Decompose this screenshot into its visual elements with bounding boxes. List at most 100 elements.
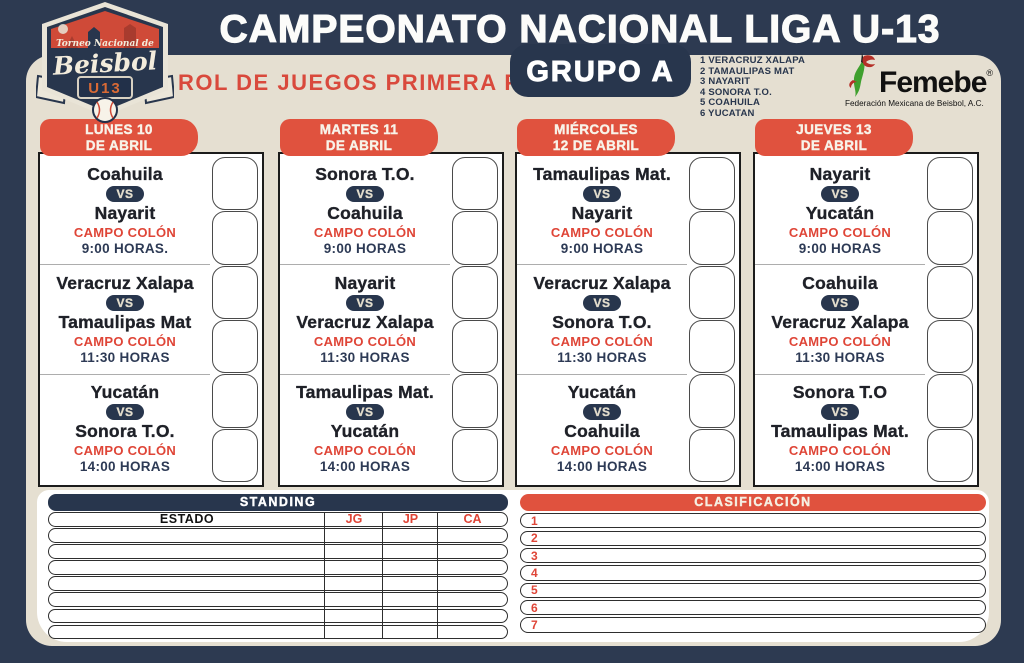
score-box-column xyxy=(450,154,502,485)
score-box xyxy=(212,319,258,374)
time-label: 9:00 HORAS xyxy=(798,240,882,256)
table-divider xyxy=(437,512,439,639)
score-box xyxy=(212,211,258,265)
team1-name: Sonora T.O. xyxy=(315,163,415,184)
femebe-figure-icon xyxy=(849,53,875,97)
team2-name: Sonora T.O. xyxy=(75,421,175,442)
logo-u13: U13 xyxy=(88,80,122,97)
clasificacion-row: 2 xyxy=(520,530,986,546)
position-number: 3 xyxy=(531,548,538,563)
team2-name: Veracruz Xalapa xyxy=(771,311,909,332)
standing-title: STANDING xyxy=(48,494,508,511)
team2-name: Sonora T.O. xyxy=(552,311,652,332)
day-date-line1: MARTES 11 xyxy=(319,122,399,137)
femebe-brand: Femebe xyxy=(879,66,987,99)
team1-name: Nayarit xyxy=(334,272,396,293)
venue-label: CAMPO COLÓN xyxy=(788,224,892,240)
score-box xyxy=(689,319,735,374)
vs-pill: VS xyxy=(583,404,621,421)
clasificacion-row: 7 xyxy=(520,617,986,633)
team1-name: Veracruz Xalapa xyxy=(56,272,194,293)
venue-label: CAMPO COLÓN xyxy=(313,443,417,459)
score-box xyxy=(689,428,735,482)
game-block: Yucatán VS Sonora T.O. CAMPO COLÓN 14:00… xyxy=(40,373,210,483)
score-box xyxy=(452,319,498,374)
clasificacion-row: 1 xyxy=(520,513,986,529)
game-block: Sonora T.O. VS Coahuila CAMPO COLÓN 9:00… xyxy=(280,156,450,264)
time-label: 11:30 HORAS xyxy=(80,349,170,365)
day-badge-lunes: LUNES 10 DE ABRIL xyxy=(40,119,198,156)
time-label: 9:00 HORAS. xyxy=(81,240,169,256)
column-header-ca: CA xyxy=(463,512,482,527)
teams-list-item: 6 YUCATAN xyxy=(700,107,755,119)
team1-name: Tamaulipas Mat. xyxy=(296,382,434,403)
table-divider xyxy=(382,512,384,639)
score-box xyxy=(927,374,973,428)
vs-pill: VS xyxy=(821,404,859,421)
logo-script: Beisbol xyxy=(51,46,158,80)
team2-name: Coahuila xyxy=(327,202,403,223)
team1-name: Veracruz Xalapa xyxy=(533,272,671,293)
score-box xyxy=(212,374,258,428)
venue-label: CAMPO COLÓN xyxy=(73,224,177,240)
time-label: 11:30 HORAS xyxy=(557,349,647,365)
table-divider xyxy=(324,512,326,639)
vs-pill: VS xyxy=(106,185,144,202)
score-box xyxy=(689,265,735,319)
group-badge: GRUPO A xyxy=(510,44,691,97)
position-number: 5 xyxy=(531,583,538,598)
time-label: 9:00 HORAS xyxy=(323,240,407,256)
teams-list-item: 2 TAMAULIPAS MAT xyxy=(700,65,795,77)
team2-name: Nayarit xyxy=(571,202,633,223)
column-header-jg: JG xyxy=(345,512,363,527)
game-block: Sonora T.O VS Tamaulipas Mat. CAMPO COLÓ… xyxy=(755,373,925,483)
game-block: Tamaulipas Mat. VS Nayarit CAMPO COLÓN 9… xyxy=(517,156,687,264)
standing-empty-row xyxy=(48,544,508,559)
venue-label: CAMPO COLÓN xyxy=(550,224,654,240)
team1-name: Tamaulipas Mat. xyxy=(533,163,671,184)
clasificacion-row: 6 xyxy=(520,600,986,616)
clasificacion-row: 5 xyxy=(520,582,986,598)
time-label: 11:30 HORAS xyxy=(795,349,885,365)
venue-label: CAMPO COLÓN xyxy=(550,443,654,459)
game-block: Coahuila VS Nayarit CAMPO COLÓN 9:00 HOR… xyxy=(40,156,210,264)
vs-pill: VS xyxy=(821,185,859,202)
day-date-line2: DE ABRIL xyxy=(325,138,393,153)
venue-label: CAMPO COLÓN xyxy=(788,333,892,349)
score-box xyxy=(927,211,973,265)
day-card-martes: Sonora T.O. VS Coahuila CAMPO COLÓN 9:00… xyxy=(278,152,504,487)
clasificacion-row: 4 xyxy=(520,565,986,581)
teams-list-item: 4 SONORA T.O. xyxy=(700,86,772,98)
team1-name: Yucatán xyxy=(90,382,160,403)
game-block: Nayarit VS Yucatán CAMPO COLÓN 9:00 HORA… xyxy=(755,156,925,264)
teams-list: 1 VERACRUZ XALAPA 2 TAMAULIPAS MAT 3 NAY… xyxy=(700,55,805,120)
team2-name: Yucatán xyxy=(330,421,400,442)
game-block: Coahuila VS Veracruz Xalapa CAMPO COLÓN … xyxy=(755,264,925,373)
teams-list-item: 3 NAYARIT xyxy=(700,76,751,88)
team1-name: Yucatán xyxy=(567,382,637,403)
position-number: 4 xyxy=(531,565,538,580)
team2-name: Coahuila xyxy=(564,421,640,442)
score-box xyxy=(452,211,498,265)
score-box-column xyxy=(210,154,262,485)
standing-empty-row xyxy=(48,608,508,624)
team1-name: Coahuila xyxy=(87,163,163,184)
vs-pill: VS xyxy=(821,294,859,311)
venue-label: CAMPO COLÓN xyxy=(313,333,417,349)
baseball-icon xyxy=(92,97,118,123)
standing-empty-row xyxy=(48,592,508,608)
day-date-line1: JUEVES 13 xyxy=(796,122,872,137)
team2-name: Tamaulipas Mat xyxy=(58,311,192,332)
vs-pill: VS xyxy=(106,404,144,421)
day-date-line2: DE ABRIL xyxy=(800,138,868,153)
vs-pill: VS xyxy=(346,294,384,311)
clasificacion-table: CLASIFICACIÓN 1 2 3 4 5 6 7 xyxy=(520,494,986,633)
teams-list-item: 5 COAHUILA xyxy=(700,97,761,109)
standing-empty-row xyxy=(48,560,508,575)
position-number: 6 xyxy=(531,600,538,615)
time-label: 14:00 HORAS xyxy=(319,459,411,475)
game-block: Nayarit VS Veracruz Xalapa CAMPO COLÓN 1… xyxy=(280,264,450,373)
team2-name: Tamaulipas Mat. xyxy=(771,421,909,442)
vs-pill: VS xyxy=(346,404,384,421)
